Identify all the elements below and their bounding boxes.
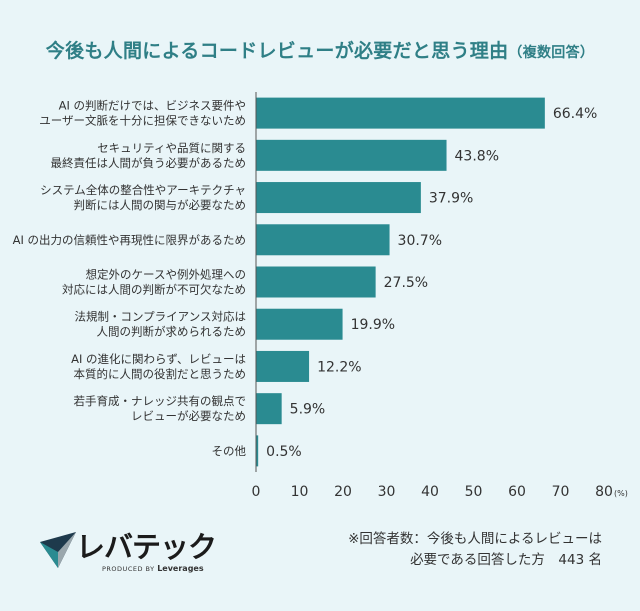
category-label: セキュリティや品質に関する最終責任は人間が負う必要があるため [51,141,247,170]
x-tick-label: 40 [421,484,439,500]
bar [256,393,282,425]
x-axis-unit: (%) [614,489,628,498]
data-label: 37.9% [429,191,473,207]
chart-title-main: 今後も人間によるコードレビューが必要だと思う理由 [45,40,509,62]
category-label: 想定外のケースや例外処理への対応には人間の判断が不可欠なため [62,268,246,297]
category-label: AI の判断だけでは、ビジネス要件やユーザー文脈を十分に担保できないため [39,99,246,128]
bar [256,224,390,256]
category-label: その他 [212,444,247,458]
x-tick-label: 50 [465,484,483,500]
bar-chart: 66.4% AI の判断だけでは、ビジネス要件やユーザー文脈を十分に担保できないた… [13,92,628,500]
x-tick-label: 70 [552,484,570,500]
data-label: 30.7% [398,233,442,249]
x-tick-label: 0 [252,484,261,500]
data-label: 43.8% [455,148,499,164]
chart-title-sub: （複数回答） [508,45,595,61]
category-label: AI の出力の信頼性や再現性に限界があるため [13,233,246,247]
x-tick-label: 80 [595,484,613,500]
company-name: Leverages [157,564,204,573]
logo-name: レバテック [76,530,217,564]
category-label: AI の進化に関わらず、レビューは本質的に人間の役割だと思うため [71,352,246,381]
data-label: 12.2% [317,359,361,375]
data-label: 19.9% [351,317,395,333]
data-label: 27.5% [384,275,428,291]
category-label: 法規制・コンプライアンス対応は人間の判断が求められるため [75,310,246,339]
data-label: 66.4% [553,106,597,122]
x-tick-label: 20 [334,484,352,500]
x-tick-label: 30 [378,484,396,500]
bar [256,435,259,467]
bar [256,308,343,340]
note-line-2: 必要である回答した方 443 名 [410,552,602,568]
bar [256,139,447,171]
logo-mark-icon [40,532,76,568]
respondent-note: ※回答者数：今後も人間によるレビューは 必要である回答した方 443 名 [348,529,602,571]
x-tick-label: 10 [291,484,309,500]
category-label: 若手育成・ナレッジ共有の観点でレビューが必要なため [74,394,247,423]
data-label: 0.5% [266,444,302,460]
bar [256,182,421,214]
logo-produced-by: PRODUCED BY Leverages [102,564,204,573]
levtech-logo: レバテック PRODUCED BY Leverages [36,528,217,573]
bar [256,350,310,382]
bar [256,97,545,129]
bar [256,266,376,298]
category-label: システム全体の整合性やアーキテクチャ判断には人間の関与が必要なため [40,183,246,212]
x-tick-label: 60 [508,484,526,500]
chart-title: 今後も人間によるコードレビューが必要だと思う理由（複数回答） [0,36,640,63]
data-label: 5.9% [290,402,326,418]
produced-by-text: PRODUCED BY [102,565,155,573]
note-line-1: ※回答者数：今後も人間によるレビューは [348,531,602,547]
